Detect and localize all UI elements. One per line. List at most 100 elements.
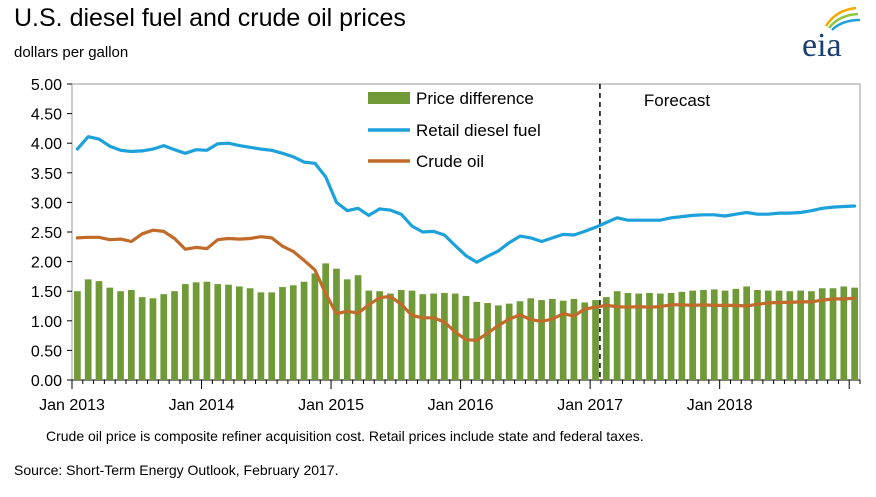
y-tick-label: 2.50 xyxy=(31,225,62,242)
bar xyxy=(106,287,114,380)
y-tick-label: 5.00 xyxy=(31,77,62,94)
bar xyxy=(678,291,686,380)
bar xyxy=(376,291,383,380)
bar xyxy=(95,281,103,380)
bar xyxy=(117,291,124,380)
x-tick-label: Jan 2015 xyxy=(298,397,364,414)
x-tick-label: Jan 2014 xyxy=(169,397,235,414)
bar xyxy=(505,303,513,380)
bar xyxy=(689,290,697,380)
y-tick-label: 0.00 xyxy=(31,373,62,390)
bar xyxy=(279,287,286,380)
bar xyxy=(743,286,751,380)
bar xyxy=(171,291,178,380)
crude-legend-label: Crude oil xyxy=(416,152,484,171)
logo-text: eia xyxy=(802,27,842,62)
y-tick-label: 4.00 xyxy=(31,136,62,153)
bar xyxy=(700,290,707,380)
bar xyxy=(538,300,545,380)
bar xyxy=(441,292,448,380)
bar xyxy=(365,290,373,380)
y-tick-label: 1.50 xyxy=(31,284,62,301)
bar xyxy=(829,288,837,380)
crude-oil-line xyxy=(75,228,857,342)
bar xyxy=(214,284,222,380)
bar xyxy=(840,286,848,380)
bar xyxy=(74,291,81,380)
bar xyxy=(667,292,675,380)
bar xyxy=(322,263,330,380)
chart-subtitle: dollars per gallon xyxy=(14,44,129,61)
bar xyxy=(300,281,308,380)
bar-legend-label: Price difference xyxy=(416,89,534,108)
legend: Price difference Retail diesel fuel Crude … xyxy=(368,89,541,171)
bar xyxy=(235,286,243,380)
bar xyxy=(397,290,405,380)
chart-plot: 0.00 0.50 1.00 1.50 2.00 2.50 3.00 3.50 4.00 4.50… xyxy=(31,77,861,414)
forecast-label: Forecast xyxy=(644,91,710,110)
bar xyxy=(786,291,794,380)
x-tick-label: Jan 2016 xyxy=(428,397,494,414)
logo-arc-1 xyxy=(824,6,857,27)
bar xyxy=(797,290,804,380)
bar xyxy=(527,298,535,380)
bar xyxy=(451,293,459,380)
bar xyxy=(246,288,254,380)
bar xyxy=(775,290,783,380)
bar xyxy=(516,301,524,380)
bar xyxy=(128,290,135,380)
chart-title: U.S. diesel fuel and crude oil prices xyxy=(14,4,406,32)
line-layer xyxy=(75,135,857,342)
bar xyxy=(549,298,556,380)
y-tick-label: 3.50 xyxy=(31,166,62,183)
bar xyxy=(732,288,740,380)
bar xyxy=(592,300,599,380)
bar xyxy=(646,292,653,380)
bar xyxy=(581,302,589,380)
bar xyxy=(484,303,491,380)
bar xyxy=(656,293,664,380)
bar xyxy=(225,284,232,380)
y-tick-label: 4.50 xyxy=(31,107,62,124)
bar xyxy=(419,294,427,380)
bar xyxy=(387,293,394,380)
bar xyxy=(624,292,632,380)
bar xyxy=(635,293,643,380)
bar xyxy=(343,279,351,380)
bar xyxy=(289,285,297,380)
y-tick-label: 0.50 xyxy=(31,343,62,360)
bar xyxy=(149,298,157,380)
bar xyxy=(138,297,146,380)
bar xyxy=(754,290,761,380)
bar xyxy=(570,298,578,380)
bar-legend-swatch xyxy=(368,92,410,104)
bar xyxy=(84,279,92,380)
logo-arc-2 xyxy=(828,12,859,29)
bar xyxy=(257,292,265,380)
y-tick-label: 3.00 xyxy=(31,195,62,212)
bar xyxy=(559,300,567,380)
bar-layer xyxy=(74,263,858,380)
bar xyxy=(602,297,610,380)
x-tick-label: Jan 2017 xyxy=(557,397,623,414)
diesel-legend-label: Retail diesel fuel xyxy=(416,121,541,140)
retail-diesel-line xyxy=(75,135,857,264)
bar xyxy=(851,287,858,380)
footnote: Crude oil price is composite refiner acq… xyxy=(46,428,644,444)
bar xyxy=(268,292,276,380)
axis-layer: 0.00 0.50 1.00 1.50 2.00 2.50 3.00 3.50 4.00 4.50… xyxy=(31,77,861,414)
bar xyxy=(764,290,772,380)
logo-arc-3 xyxy=(831,18,861,31)
bar xyxy=(408,290,416,380)
bar xyxy=(181,284,189,380)
bar xyxy=(495,305,502,380)
bar xyxy=(192,282,200,380)
bar xyxy=(354,275,362,380)
bar xyxy=(721,290,729,380)
x-tick-label: Jan 2018 xyxy=(687,397,753,414)
bar xyxy=(808,291,815,380)
bar xyxy=(818,288,826,380)
bar xyxy=(333,268,340,380)
y-tick-label: 1.00 xyxy=(31,314,62,331)
bar xyxy=(311,273,319,380)
